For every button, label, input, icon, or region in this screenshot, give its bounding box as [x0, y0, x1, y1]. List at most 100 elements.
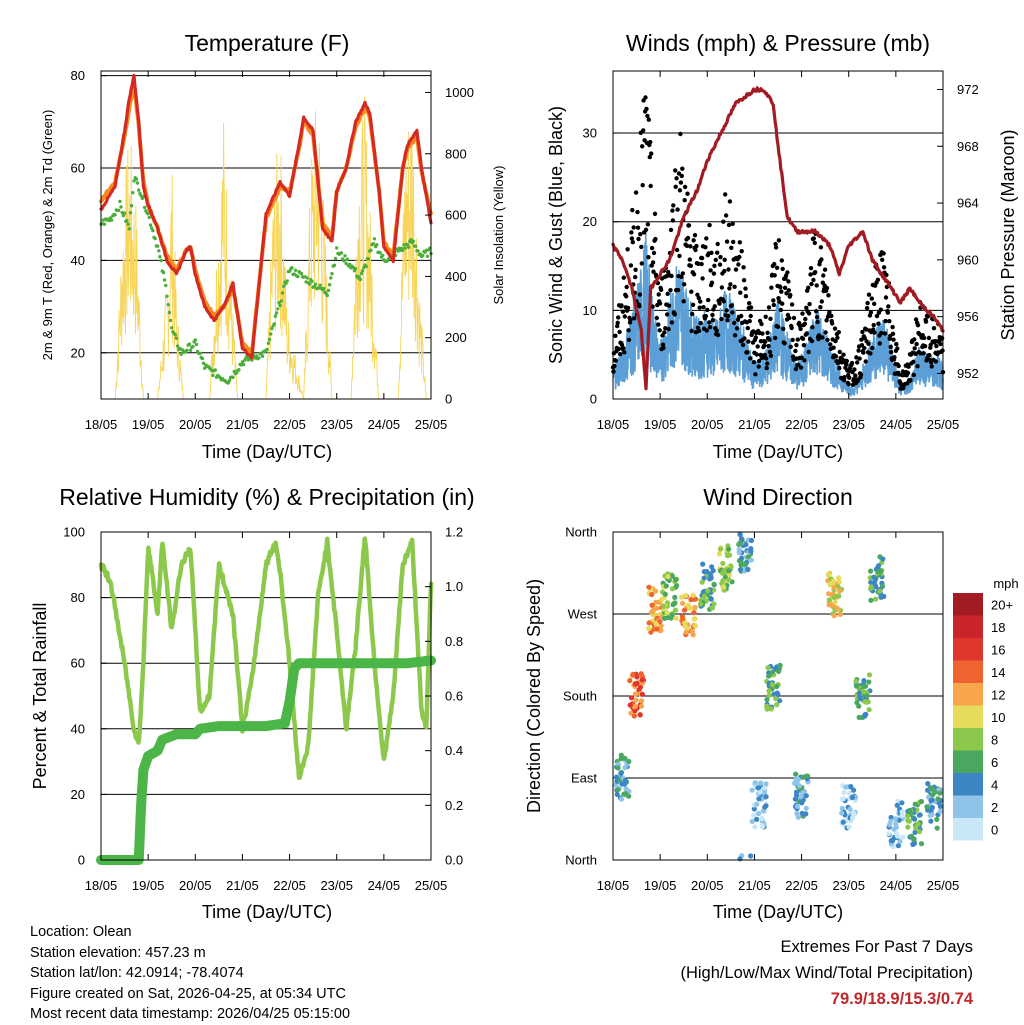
gust-point	[691, 238, 696, 243]
relative-humidity-line	[98, 536, 434, 781]
direction-point	[709, 605, 716, 611]
total-precipitation-line	[96, 655, 436, 865]
gust-point	[638, 232, 643, 237]
direction-point	[637, 712, 643, 718]
direction-point	[911, 816, 918, 822]
dewpoint-point	[425, 254, 430, 258]
direction-point	[793, 771, 799, 777]
direction-point	[749, 818, 755, 825]
gust-point	[645, 113, 650, 119]
direction-point	[762, 804, 768, 810]
gust-point	[674, 247, 680, 253]
gust-point	[703, 314, 709, 319]
gust-point	[640, 183, 645, 188]
colorbar-swatch	[953, 593, 983, 616]
direction-point	[831, 613, 837, 619]
gust-point	[632, 316, 637, 321]
direction-point	[654, 626, 660, 632]
gust-point	[669, 320, 675, 325]
dewpoint-point	[299, 271, 304, 276]
gust-point	[846, 382, 851, 387]
direction-point	[721, 584, 727, 590]
dewpoint-point	[333, 256, 338, 261]
gust-point	[763, 339, 768, 344]
gust-point	[745, 350, 750, 355]
gust-point	[882, 331, 888, 336]
direction-tick-label: West	[568, 607, 598, 622]
direction-point	[912, 829, 918, 836]
gust-point	[682, 184, 688, 190]
dewpoint-point	[203, 366, 207, 370]
gust-point	[764, 365, 769, 371]
gust-point	[677, 188, 683, 193]
gust-point	[778, 285, 783, 290]
gust-point	[773, 245, 779, 250]
direction-point	[776, 668, 782, 675]
gust-point	[665, 291, 670, 296]
gust-point	[635, 225, 641, 230]
y-tick-label: 100	[63, 525, 85, 540]
direction-point	[857, 696, 863, 702]
direction-point	[868, 597, 874, 603]
direction-point	[768, 706, 774, 712]
gust-point	[927, 353, 932, 358]
y-right-tick-label: 968	[957, 139, 979, 154]
gust-point	[849, 360, 855, 366]
direction-point	[615, 787, 621, 793]
gust-point	[679, 173, 684, 179]
colorbar-swatch	[953, 795, 983, 818]
direction-point	[737, 531, 743, 538]
station-info: Location: Olean Station elevation: 457.2…	[30, 922, 350, 1025]
direction-point	[803, 793, 809, 799]
direction-point	[856, 690, 863, 697]
gust-point	[745, 325, 750, 331]
dewpoint-point	[278, 303, 282, 308]
gust-point	[814, 283, 819, 288]
dewpoint-point	[307, 282, 312, 286]
direction-point	[764, 703, 770, 709]
gust-point	[872, 330, 877, 335]
direction-point	[662, 591, 668, 597]
gust-point	[862, 335, 867, 341]
colorbar-level-label: 18	[991, 620, 1005, 635]
gust-point	[862, 345, 867, 351]
station-elevation: Station elevation: 457.23 m	[30, 944, 206, 961]
gust-point	[647, 154, 652, 160]
gust-point	[832, 326, 838, 331]
gust-point	[771, 298, 776, 303]
direction-point	[849, 815, 856, 821]
direction-point	[615, 761, 622, 767]
gust-point	[886, 304, 891, 309]
direction-point	[701, 593, 708, 600]
gust-point	[824, 285, 830, 291]
gust-point	[829, 313, 834, 319]
gust-point	[741, 278, 747, 283]
x-tick-label: 18/05	[597, 878, 630, 893]
gust-point	[921, 351, 926, 356]
gust-point	[820, 335, 825, 340]
dewpoint-point	[127, 227, 131, 231]
gust-point	[801, 343, 807, 348]
dewpoint-point	[200, 356, 205, 361]
direction-point	[653, 599, 659, 605]
gust-point	[931, 326, 937, 331]
direction-point	[877, 588, 883, 594]
direction-point	[766, 673, 772, 679]
direction-point	[760, 808, 766, 814]
direction-point	[649, 602, 655, 608]
direction-point	[834, 606, 841, 612]
dewpoint-point	[191, 344, 195, 349]
gust-point	[727, 199, 733, 204]
direction-point	[764, 697, 770, 703]
gust-point	[934, 343, 939, 349]
direction-point	[646, 620, 652, 626]
direction-point	[627, 702, 633, 708]
direction-point	[700, 561, 706, 567]
direction-point	[758, 780, 764, 786]
direction-point	[737, 567, 744, 573]
gust-point	[890, 324, 895, 330]
dewpoint-point	[126, 222, 130, 226]
gust-point	[616, 346, 621, 352]
gust-point	[824, 318, 829, 323]
dewpoint-point	[122, 211, 127, 215]
